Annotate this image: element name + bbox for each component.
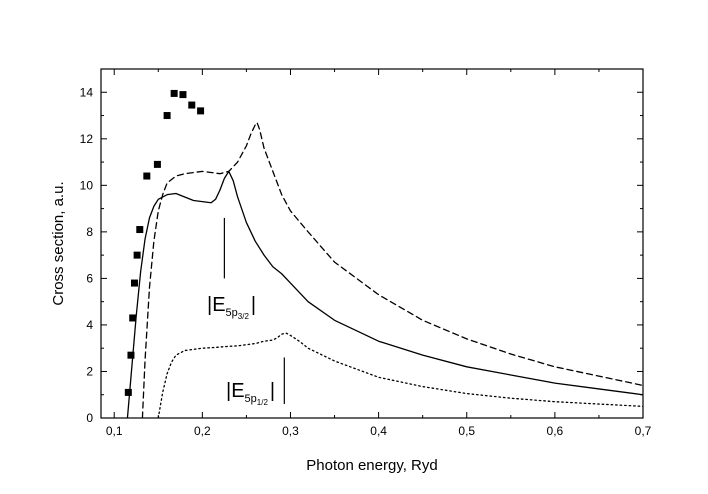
data-point-experiment bbox=[170, 89, 178, 97]
y-axis-title: Cross section, a.u. bbox=[50, 181, 67, 305]
y-tick-label: 2 bbox=[86, 364, 93, 378]
x-tick-label: 0,5 bbox=[458, 424, 475, 438]
x-tick-label: 0,7 bbox=[635, 424, 652, 438]
x-tick-label: 0,6 bbox=[547, 424, 564, 438]
y-tick-label: 8 bbox=[86, 225, 93, 239]
axes: 0,1 0,2 0,3 0,4 0,5 0,6 0,7 0 2 4 6 8 10 12 14 bbox=[80, 68, 652, 438]
data-point-experiment bbox=[136, 226, 144, 234]
data-point-experiment bbox=[124, 388, 132, 396]
x-tick-label: 0,2 bbox=[194, 424, 211, 438]
data-point-experiment bbox=[130, 279, 138, 287]
x-axis-title: Photon energy, Ryd bbox=[306, 457, 437, 474]
y-tick-label: 10 bbox=[80, 178, 94, 192]
y-tick-label: 6 bbox=[86, 271, 93, 285]
y-tick-label: 4 bbox=[86, 318, 93, 332]
data-point-experiment bbox=[143, 172, 151, 180]
x-tick-label: 0,3 bbox=[282, 424, 299, 438]
data-point-experiment bbox=[133, 251, 141, 259]
series-line-dotted bbox=[157, 332, 643, 418]
x-tick-label: 0,4 bbox=[370, 424, 387, 438]
data-point-experiment bbox=[153, 160, 161, 168]
data-point-experiment bbox=[163, 112, 171, 120]
series-line-solid bbox=[126, 170, 643, 418]
x-tick-label: 0,1 bbox=[106, 424, 123, 438]
data-point-experiment bbox=[179, 91, 187, 99]
data-point-experiment bbox=[188, 101, 196, 109]
threshold-label: |E5p3/2| bbox=[207, 294, 256, 321]
y-tick-label: 12 bbox=[80, 132, 94, 146]
data-point-experiment bbox=[129, 314, 137, 322]
data-point-experiment bbox=[127, 351, 135, 359]
y-tick-label: 0 bbox=[86, 411, 93, 425]
series-line-dashed bbox=[141, 121, 643, 418]
threshold-label: |E5p1/2| bbox=[226, 380, 275, 407]
data-point-experiment bbox=[197, 107, 205, 115]
y-tick-label: 14 bbox=[80, 85, 94, 99]
plot-area bbox=[124, 89, 643, 418]
plot-frame bbox=[100, 68, 644, 419]
annotations: |E5p3/2| |E5p1/2| bbox=[207, 217, 285, 407]
